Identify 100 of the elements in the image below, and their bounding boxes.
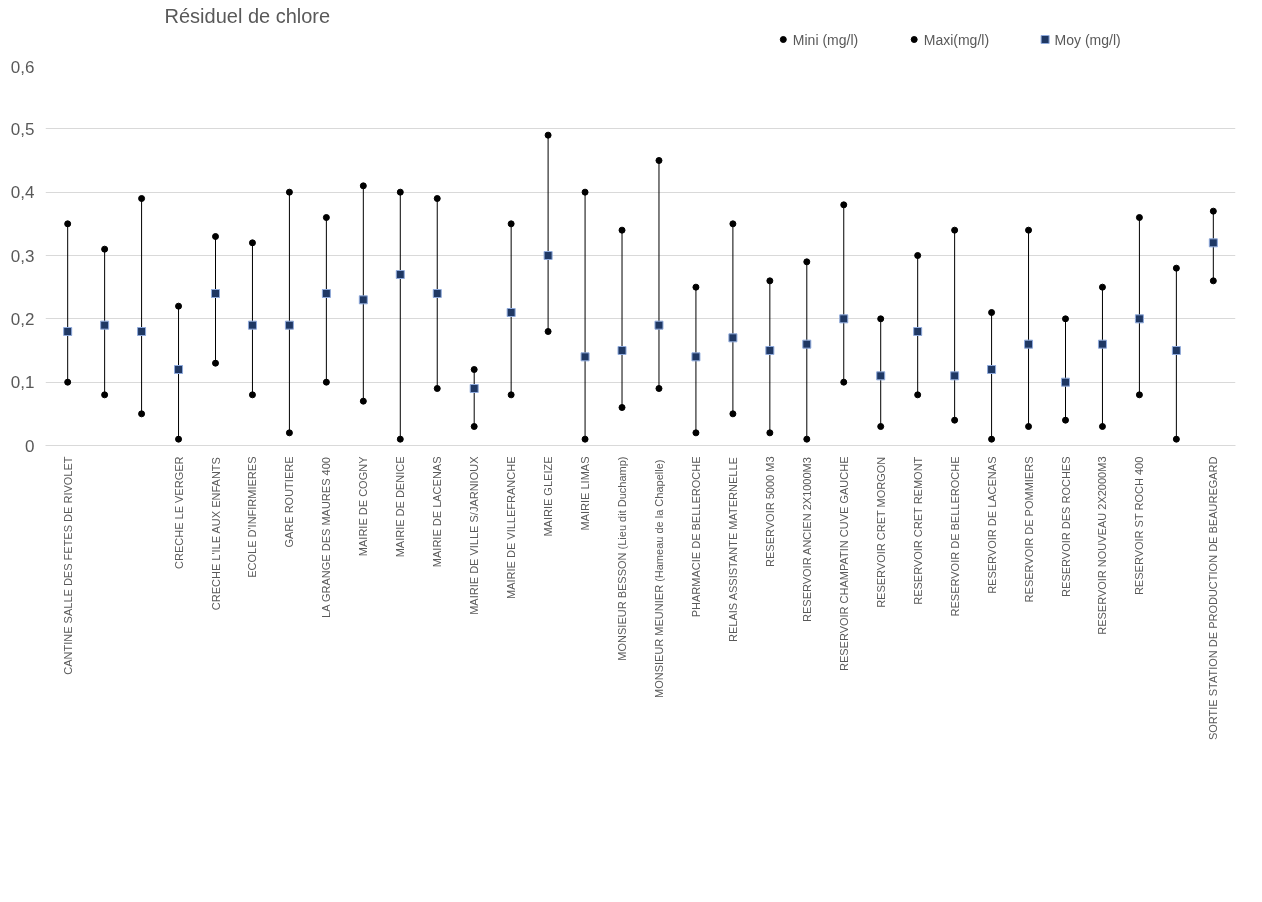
x-tick-label: MONSIEUR BESSON (Lieu dit Duchamp) xyxy=(616,456,629,661)
legend-label: Maxi(mg/l) xyxy=(923,31,990,48)
point xyxy=(432,289,442,298)
point xyxy=(655,157,663,164)
point xyxy=(359,182,367,190)
point xyxy=(470,366,478,373)
x-tick-label: RESERVOIR NOUVEAU 2X2000M3 xyxy=(1096,456,1109,635)
x-tick-label: CANTINE SALLE DES FETES DE RIVOLET xyxy=(61,456,74,675)
x-tick-label: SORTIE STATION DE PRODUCTION DE BEAUREGARD xyxy=(1207,456,1220,741)
point xyxy=(544,328,552,335)
point xyxy=(876,371,886,381)
point xyxy=(64,220,72,228)
point xyxy=(692,429,700,437)
point xyxy=(212,359,219,367)
point xyxy=(137,327,147,336)
x-tick-label: RESERVOIR DE BELLEROCHE xyxy=(948,456,961,617)
point xyxy=(396,435,404,443)
chart-title: Résiduel de chlore xyxy=(164,4,331,27)
point xyxy=(1172,435,1180,443)
point xyxy=(101,391,109,399)
point xyxy=(433,385,441,392)
point xyxy=(914,252,922,259)
y-tick-label: 0,3 xyxy=(10,246,35,266)
point xyxy=(1025,226,1033,234)
x-tick-label: RESERVOIR DE LACENAS xyxy=(985,456,998,594)
point xyxy=(285,429,293,437)
point xyxy=(100,320,110,330)
point xyxy=(913,327,923,336)
x-tick-label: RESERVOIR ANCIEN 2X1000M3 xyxy=(800,457,813,622)
x-tick-label: ECOLE D'INFIRMIERES xyxy=(246,456,259,578)
x-tick-label: MONSIEUR MEUNIER (Hameau de la Chapelle) xyxy=(652,459,665,698)
point xyxy=(692,283,700,291)
point xyxy=(175,302,183,310)
point xyxy=(174,365,184,374)
point xyxy=(914,391,922,399)
point xyxy=(950,371,960,381)
point xyxy=(321,289,331,298)
point xyxy=(840,201,848,209)
point xyxy=(1209,277,1217,285)
y-tick-label: 0,5 xyxy=(10,119,35,139)
y-tick-label: 0,2 xyxy=(10,309,35,329)
point xyxy=(729,220,737,228)
y-tick-label: 0 xyxy=(25,436,35,456)
x-tick-label: RESERVOIR CRET REMONT xyxy=(911,456,924,605)
point xyxy=(766,277,774,285)
point xyxy=(1135,214,1143,221)
point xyxy=(395,270,405,279)
x-tick-label: LA GRANGE DES MAURES 400 xyxy=(320,457,333,618)
point xyxy=(1024,339,1034,349)
point xyxy=(618,404,626,411)
point xyxy=(64,378,72,386)
point xyxy=(729,410,737,418)
point xyxy=(1208,238,1218,248)
x-tick-label: CRECHE LE VERGER xyxy=(172,456,185,569)
point xyxy=(1061,377,1070,387)
x-tick-label: RESERVOIR DE POMMIERS xyxy=(1022,456,1035,603)
point xyxy=(839,314,849,324)
point xyxy=(1097,339,1107,349)
x-tick-label: PHARMACIE DE BELLEROCHE xyxy=(689,456,702,618)
point xyxy=(285,188,293,196)
point xyxy=(470,423,478,430)
point xyxy=(212,233,219,240)
point xyxy=(691,352,701,362)
point xyxy=(322,214,330,221)
point xyxy=(507,391,515,399)
point xyxy=(1062,315,1069,323)
point xyxy=(765,346,775,355)
x-tick-label: RESERVOIR CHAMPATIN CUVE GAUCHE xyxy=(837,456,850,672)
point xyxy=(544,131,552,139)
point xyxy=(1171,346,1181,355)
point xyxy=(248,239,256,247)
point xyxy=(951,416,959,424)
x-tick-label: RESERVOIR CRET MORGON xyxy=(874,456,887,608)
x-tick-label: MAIRIE DE COGNY xyxy=(357,455,370,557)
point xyxy=(284,320,294,330)
x-tick-label: GARE ROUTIERE xyxy=(283,456,296,548)
point xyxy=(248,391,256,399)
point xyxy=(211,289,220,298)
x-tick-label: RESERVOIR 5000 M3 xyxy=(763,456,776,567)
x-tick-label: MAIRIE DE VILLEFRANCHE xyxy=(505,456,518,599)
point xyxy=(618,226,626,234)
y-tick-label: 0,6 xyxy=(10,57,35,77)
point xyxy=(396,188,404,196)
y-tick-label: 0,1 xyxy=(10,373,35,393)
point xyxy=(840,378,848,386)
point xyxy=(580,352,590,362)
x-tick-label: RESERVOIR DES ROCHES xyxy=(1059,456,1072,597)
point xyxy=(1098,423,1106,430)
x-tick-label: MAIRIE LIMAS xyxy=(579,456,592,531)
point xyxy=(543,251,553,260)
point xyxy=(101,245,109,253)
point xyxy=(728,333,738,343)
point xyxy=(1134,314,1144,324)
legend-label: Moy (mg/l) xyxy=(1054,31,1121,48)
point xyxy=(877,315,885,323)
point xyxy=(1209,207,1217,215)
point xyxy=(803,435,811,443)
point xyxy=(138,195,146,202)
x-tick-label: MAIRIE DE LACENAS xyxy=(431,456,444,568)
y-tick-label: 0,4 xyxy=(10,183,35,203)
